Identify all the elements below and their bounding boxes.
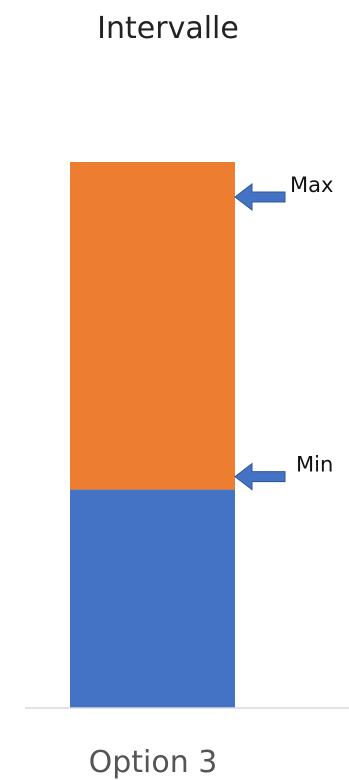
arrow-min-icon bbox=[234, 462, 286, 491]
bar-group bbox=[70, 162, 235, 708]
annotation-max: Max bbox=[234, 173, 333, 212]
annotation-min: Min bbox=[234, 453, 333, 491]
annotation-label-min: Min bbox=[296, 453, 333, 477]
bar-segment-1 bbox=[70, 489, 235, 708]
annotation-label-max: Max bbox=[290, 173, 333, 197]
bar-segment-2 bbox=[70, 162, 235, 490]
category-label-option-3: Option 3 bbox=[89, 745, 218, 780]
chart-title: Intervalle bbox=[97, 11, 239, 46]
arrow-max-icon bbox=[234, 182, 286, 212]
annotation-group: Max Min bbox=[234, 173, 333, 491]
